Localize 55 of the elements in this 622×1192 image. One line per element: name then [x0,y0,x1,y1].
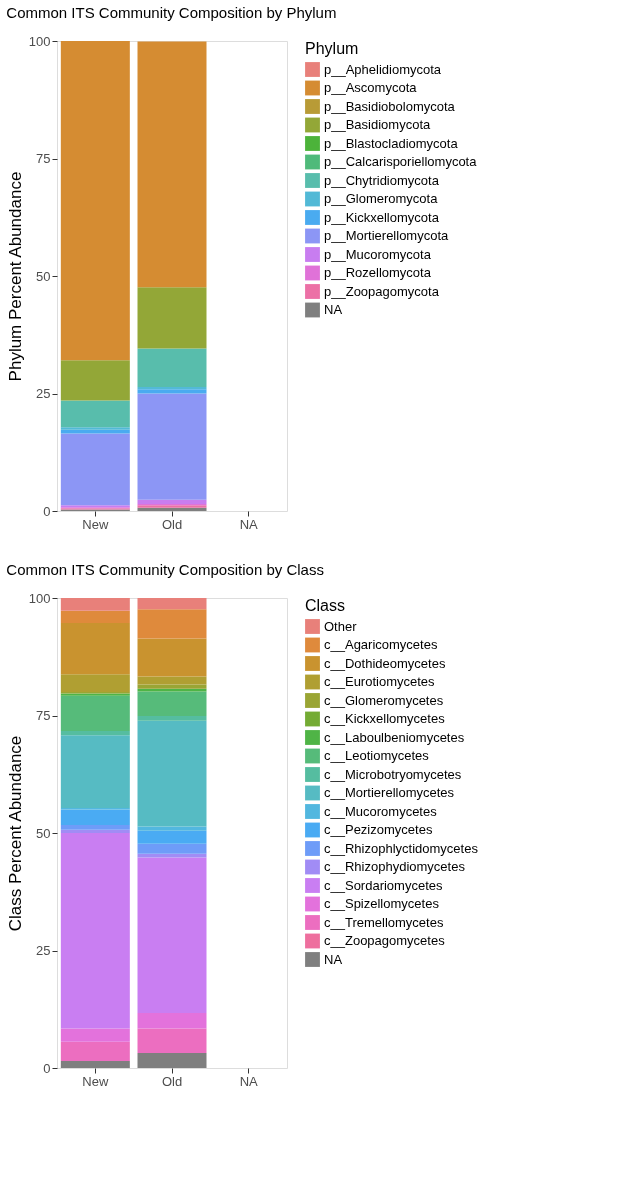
x-tick-label: NA [239,516,259,532]
legend-label: c__Rhizophydiomycetes [324,859,466,874]
legend-label: c__Eurotiomycetes [324,674,436,689]
chart-title: Common ITS Community Composition by Class [6,561,324,578]
y-axis-title: Class Percent Abundance [5,735,25,932]
legend-label: p__Mortierellomycota [324,228,450,243]
legend-label: p__Aphelidiomycota [324,61,442,77]
y-tick-label: 75 [36,151,51,166]
legend-label: c__Leotiomycetes [324,748,430,763]
legend-label: Other [324,618,358,634]
legend-label: c__Laboulbeniomycetes [324,729,465,745]
legend-label: p__Blastocladiomycota [324,135,459,151]
legend-label: p__Glomeromycota [324,191,439,206]
legend-label: p__Mucoromycota [324,246,432,262]
legend-title: Class [305,597,346,614]
legend-label: p__Chytridiomycota [324,172,440,188]
y-tick-label: 0 [43,503,51,519]
legend-label: p__Zoopagomycota [324,283,440,299]
y-tick-label: 75 [36,708,51,723]
x-tick-label: Old [161,516,183,532]
legend-label: c__Rhizophlyctidomycetes [324,840,479,856]
legend-label: c__Zoopagomycetes [324,933,446,948]
legend-label: p__Rozellomycota [324,265,432,280]
chart-title: Common ITS Community Composition by Phylum [6,4,337,21]
legend-label: p__Basidiobolomycota [324,98,456,114]
x-tick-label: Old [161,1073,183,1089]
legend-label: p__Ascomycota [324,80,418,95]
y-tick-label: 100 [28,33,51,49]
legend-label: c__Pezizomycetes [324,822,433,837]
legend-label: NA [324,302,343,317]
y-tick-label: 50 [36,825,51,841]
y-tick-label: 25 [36,386,51,401]
legend-label: p__Calcarisporiellomycota [324,154,478,169]
legend-label: c__Glomeromycetes [324,692,444,708]
x-tick-label: NA [239,1073,259,1089]
x-tick-label: New [82,516,109,532]
legend-title: Phylum [305,40,359,57]
legend-label: p__Basidiomycota [324,117,431,132]
legend-label: c__Microbotryomycetes [324,766,462,782]
y-tick-label: 100 [28,590,51,606]
legend-label: c__Spizellomycetes [324,896,440,911]
legend-label: c__Kickxellomycetes [324,711,446,726]
legend-label: NA [324,951,343,967]
legend-label: c__Dothideomycetes [324,655,446,671]
legend-label: c__Tremellomycetes [324,914,444,930]
legend-label: c__Sordariomycetes [324,877,443,893]
y-tick-label: 50 [36,268,51,284]
legend-label: p__Kickxellomycota [324,209,440,225]
y-axis-title: Phylum Percent Abundance [5,171,25,382]
y-tick-label: 25 [36,943,51,958]
legend-label: c__Agaricomycetes [324,637,438,652]
legend-label: c__Mucoromycetes [324,803,438,819]
legend-label: c__Mortierellomycetes [324,785,455,800]
x-tick-label: New [82,1073,109,1089]
y-tick-label: 0 [43,1060,51,1076]
